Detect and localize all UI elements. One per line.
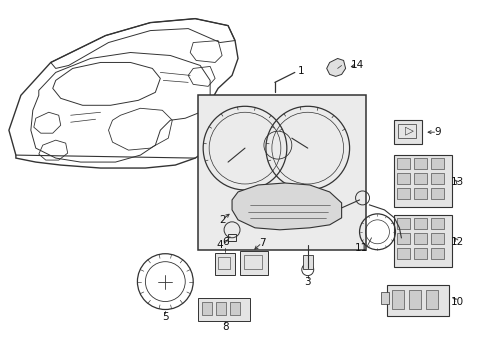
Bar (413, 248, 427, 259)
Bar (229, 302, 240, 315)
Bar (394, 155, 451, 207)
Bar (198, 298, 249, 321)
Text: 5: 5 (162, 312, 168, 323)
Bar (413, 173, 427, 184)
Bar (397, 158, 409, 169)
Text: 14: 14 (350, 60, 364, 71)
Bar (202, 302, 212, 315)
Bar (430, 233, 443, 244)
Bar (430, 248, 443, 259)
Bar (430, 173, 443, 184)
Bar (430, 158, 443, 169)
Bar (413, 233, 427, 244)
Text: 12: 12 (449, 237, 463, 247)
Polygon shape (326, 58, 345, 76)
Bar (413, 158, 427, 169)
Bar (215, 253, 235, 275)
Bar (413, 188, 427, 199)
Text: 6: 6 (222, 237, 228, 247)
Bar (302, 255, 312, 269)
Bar (244, 255, 262, 269)
Text: 1: 1 (297, 67, 304, 76)
Text: 10: 10 (450, 297, 463, 306)
Bar (397, 218, 409, 229)
Bar (426, 289, 437, 310)
Bar (386, 285, 448, 316)
Bar (397, 173, 409, 184)
Polygon shape (232, 183, 341, 230)
Text: 9: 9 (433, 127, 440, 137)
Bar (240, 251, 267, 275)
Bar (392, 289, 404, 310)
Bar (218, 257, 229, 269)
Bar (398, 124, 415, 138)
Text: 13: 13 (449, 177, 463, 187)
Bar (394, 120, 422, 144)
Bar (430, 188, 443, 199)
Text: 11: 11 (354, 243, 367, 253)
Text: 8: 8 (222, 323, 228, 332)
Text: 7: 7 (258, 238, 264, 248)
Bar (397, 233, 409, 244)
Bar (216, 302, 225, 315)
Bar (397, 248, 409, 259)
Text: 2: 2 (218, 215, 225, 225)
Bar (198, 95, 365, 250)
Bar (397, 188, 409, 199)
Bar (408, 289, 421, 310)
Bar (413, 218, 427, 229)
Bar (381, 292, 388, 303)
Text: 4: 4 (216, 240, 223, 250)
Bar (394, 215, 451, 267)
Bar (227, 234, 236, 241)
Text: 3: 3 (304, 276, 310, 287)
Bar (430, 218, 443, 229)
